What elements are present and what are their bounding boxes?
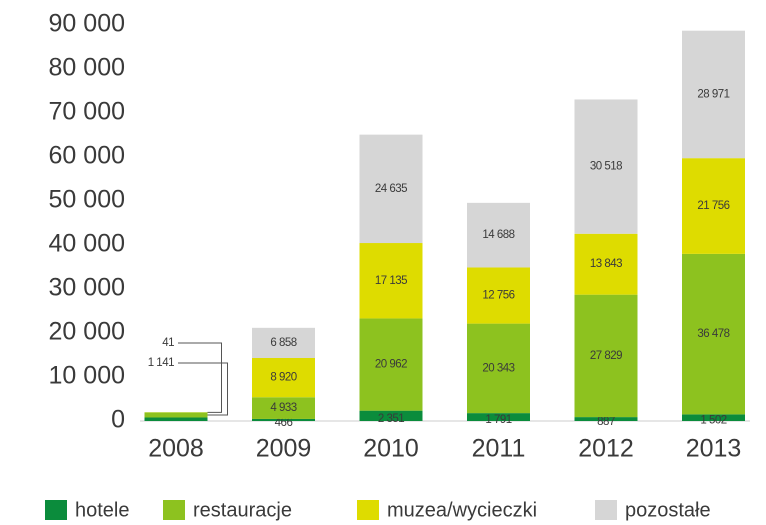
value-label: 1 141 — [148, 357, 174, 369]
y-tick-label: 90 000 — [49, 10, 125, 38]
value-label: 887 — [597, 416, 615, 428]
value-label: 27 829 — [590, 350, 622, 362]
bar-segment — [574, 417, 638, 421]
value-label: 13 843 — [590, 258, 622, 270]
value-label: 466 — [275, 417, 293, 429]
y-tick-label: 80 000 — [49, 54, 125, 82]
bar-segment — [682, 253, 745, 415]
legend-swatch — [357, 500, 379, 520]
x-tick-label: 2013 — [686, 435, 742, 463]
y-tick-label: 50 000 — [49, 186, 125, 214]
bar-segment — [252, 397, 315, 419]
bar-segment — [252, 418, 315, 421]
bar-segment — [574, 233, 638, 295]
y-tick-label: 60 000 — [49, 142, 125, 170]
value-label: 1 502 — [700, 415, 726, 427]
legend-label: pozostałe — [625, 499, 711, 521]
value-label: 28 971 — [697, 88, 729, 100]
bar-segment — [144, 417, 208, 421]
leader-line — [178, 362, 228, 416]
bar-segment — [359, 243, 423, 319]
bar-segment — [359, 410, 423, 421]
x-tick-label: 2008 — [148, 435, 204, 463]
value-label: 14 688 — [482, 229, 514, 241]
bar-segment — [467, 323, 530, 414]
legend-label: restauracje — [193, 499, 292, 521]
value-label: 20 962 — [375, 359, 407, 371]
x-tick-label: 2011 — [472, 435, 526, 463]
value-label: 41 — [162, 337, 174, 349]
bar-segment — [467, 413, 530, 421]
bar-segment — [682, 414, 745, 421]
x-tick-label: 2010 — [363, 435, 419, 463]
bar-segment — [252, 327, 315, 358]
bar-segment — [252, 357, 315, 398]
bar-segment — [467, 202, 530, 268]
bar-segment — [359, 134, 423, 244]
legend-swatch — [163, 500, 185, 520]
value-label: 30 518 — [590, 161, 622, 173]
value-label: 36 478 — [697, 328, 729, 340]
value-label: 8 920 — [270, 372, 296, 384]
value-label: 4 933 — [270, 402, 296, 414]
bar-segment — [574, 99, 638, 234]
y-tick-label: 0 — [111, 406, 125, 434]
value-label: 2 351 — [378, 413, 404, 425]
y-tick-label: 30 000 — [49, 274, 125, 302]
bar-segment — [682, 30, 745, 159]
bar-segment — [574, 294, 638, 418]
bar-segment — [467, 267, 530, 324]
x-tick-label: 2012 — [578, 435, 634, 463]
bar-segment — [359, 318, 423, 411]
value-label: 17 135 — [375, 275, 407, 287]
value-label: 1 791 — [485, 414, 511, 426]
y-tick-label: 40 000 — [49, 230, 125, 258]
value-label: 12 756 — [482, 290, 514, 302]
y-tick-label: 70 000 — [49, 98, 125, 126]
legend-swatch — [45, 500, 67, 520]
x-tick-label: 2009 — [256, 435, 312, 463]
bar-segment — [682, 158, 745, 254]
y-tick-label: 20 000 — [49, 318, 125, 346]
y-tick-label: 10 000 — [49, 362, 125, 390]
bar-segment — [144, 412, 208, 418]
legend-label: muzea/wycieczki — [387, 499, 537, 521]
legend-swatch — [595, 500, 617, 520]
value-label: 21 756 — [697, 200, 729, 212]
legend-label: hotele — [75, 499, 130, 521]
value-label: 24 635 — [375, 183, 407, 195]
value-label: 6 858 — [270, 337, 296, 349]
value-label: 20 343 — [482, 362, 514, 374]
leader-line — [178, 342, 222, 413]
